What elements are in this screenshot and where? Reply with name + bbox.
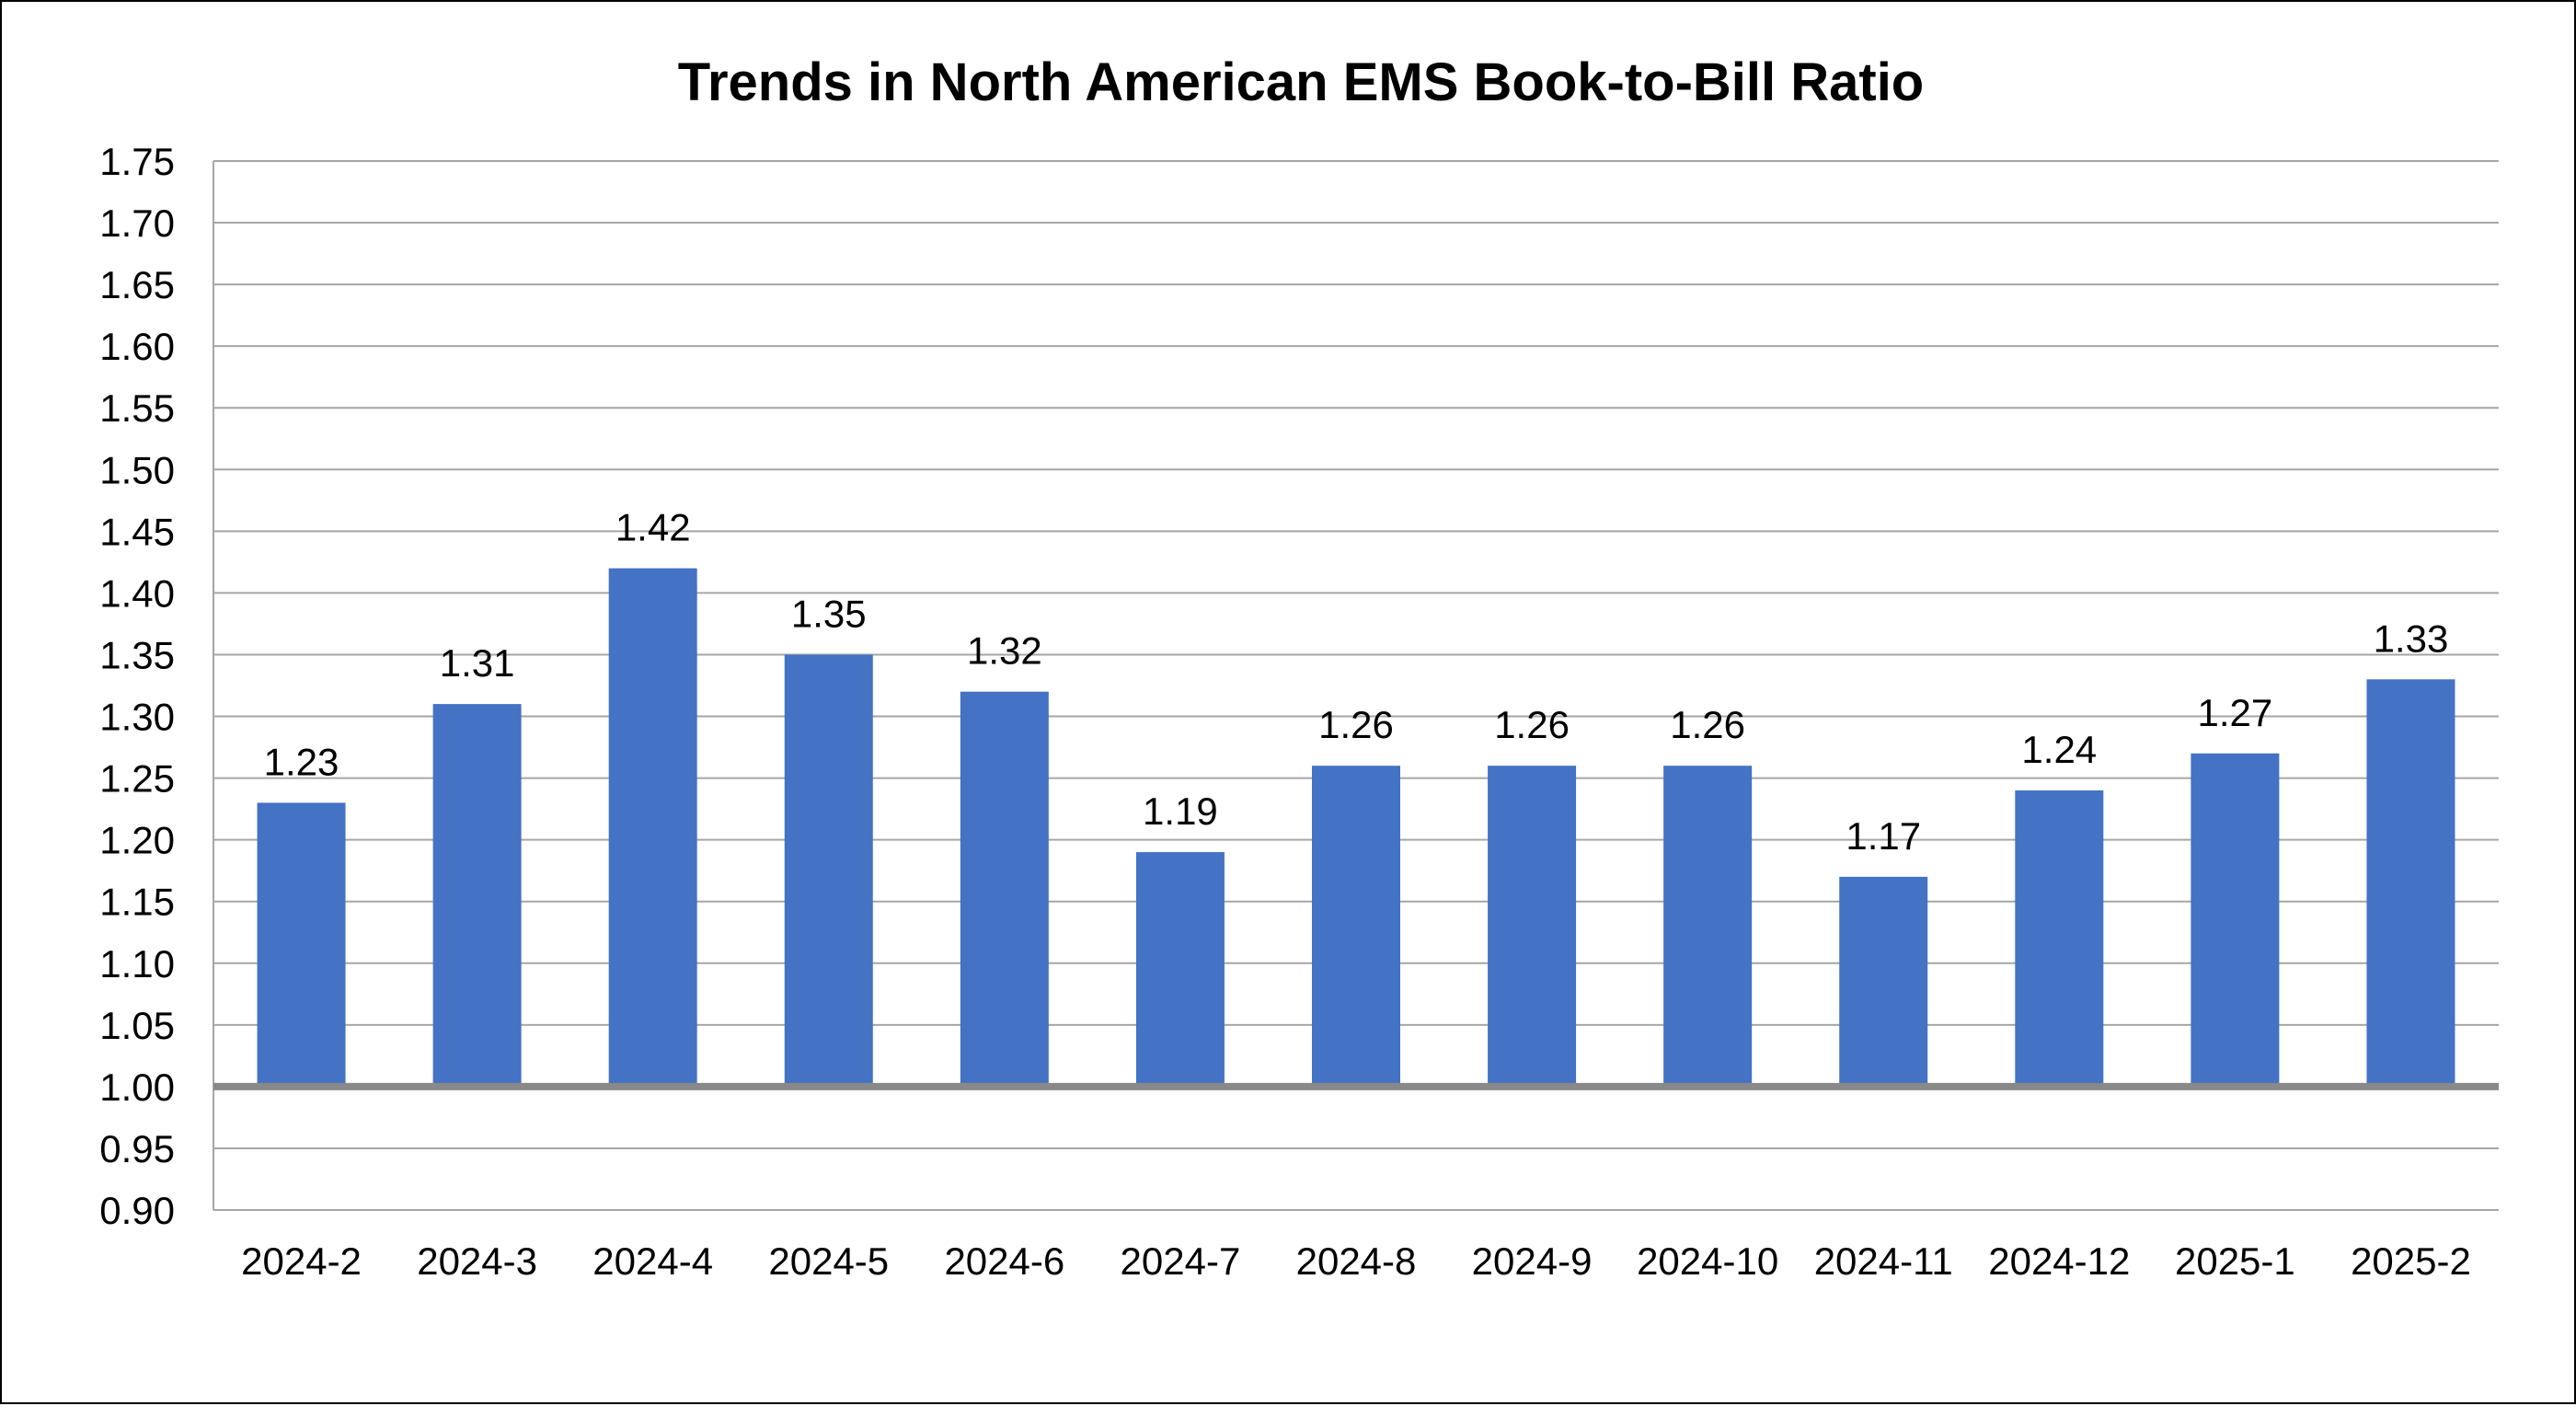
y-axis-tick-labels: 1.75 1.70 1.65 1.60 1.55 1.50 1.45 1.40 1.35 1.30… (99, 140, 175, 1232)
y-tick-label: 1.15 (99, 881, 175, 924)
x-tick-label: 2024-2 (241, 1239, 362, 1283)
y-tick-label: 1.60 (99, 325, 175, 368)
y-tick-label: 1.45 (99, 510, 175, 553)
bar-2024-12 (2015, 790, 2104, 1087)
data-label-2024-6: 1.32 (967, 629, 1042, 673)
x-tick-label: 2024-11 (1814, 1239, 1953, 1283)
x-tick-label: 2024-7 (1121, 1239, 1241, 1283)
y-tick-label: 1.30 (99, 696, 175, 739)
y-tick-label: 1.75 (99, 140, 175, 183)
bar-2024-5 (784, 654, 873, 1087)
data-label-2024-3: 1.31 (440, 641, 515, 685)
data-label-2024-11: 1.17 (1846, 814, 1921, 858)
x-tick-label: 2025-2 (2351, 1239, 2471, 1283)
x-tick-label: 2024-3 (417, 1239, 537, 1283)
data-label-2025-2: 1.33 (2374, 617, 2449, 660)
data-labels: 1.23 1.31 1.42 1.35 1.32 1.19 1.26 1.26 1.26 1.17… (264, 506, 2449, 858)
bar-2024-11 (1839, 876, 1928, 1087)
bar-2024-7 (1135, 852, 1225, 1087)
y-tick-label: 1.65 (99, 263, 175, 306)
y-tick-label: 1.55 (99, 386, 175, 430)
x-tick-label: 2024-4 (592, 1239, 713, 1283)
bar-2024-4 (608, 568, 697, 1087)
bar-2024-9 (1488, 766, 1577, 1087)
y-tick-label: 1.35 (99, 633, 175, 676)
data-label-2024-2: 1.23 (264, 740, 339, 783)
x-tick-label: 2024-9 (1472, 1239, 1593, 1283)
x-tick-label: 2024-8 (1296, 1239, 1417, 1283)
data-label-2024-7: 1.19 (1143, 789, 1218, 833)
chart-title: Trends in North American EMS Book-to-Bil… (678, 52, 1925, 112)
bar-series (257, 568, 2455, 1087)
x-tick-label: 2024-6 (944, 1239, 1064, 1283)
y-tick-label: 1.20 (99, 819, 175, 862)
x-tick-label: 2025-1 (2175, 1239, 2295, 1283)
x-axis-tick-labels: 2024-2 2024-3 2024-4 2024-5 2024-6 2024-7 2024… (241, 1239, 2471, 1283)
data-label-2024-10: 1.26 (1670, 703, 1745, 746)
x-tick-label: 2024-5 (768, 1239, 889, 1283)
y-tick-label: 1.70 (99, 202, 175, 245)
bar-2024-2 (257, 802, 346, 1087)
y-tick-label: 0.90 (99, 1189, 175, 1232)
bar-2025-2 (2366, 679, 2455, 1087)
data-label-2024-12: 1.24 (2021, 728, 2097, 771)
data-label-2024-9: 1.26 (1494, 703, 1570, 746)
y-tick-label: 1.40 (99, 571, 175, 615)
y-tick-label: 1.05 (99, 1004, 175, 1047)
data-label-2024-8: 1.26 (1318, 703, 1394, 746)
bar-2024-8 (1312, 766, 1400, 1087)
x-tick-label: 2024-12 (1988, 1239, 2130, 1283)
bar-2024-6 (960, 691, 1049, 1087)
bar-2024-3 (432, 704, 522, 1087)
y-tick-label: 1.10 (99, 942, 175, 985)
y-tick-label: 1.25 (99, 757, 175, 801)
bar-2024-10 (1663, 766, 1753, 1087)
data-label-2024-4: 1.42 (615, 506, 691, 549)
data-label-2024-5: 1.35 (791, 592, 867, 635)
y-tick-label: 1.50 (99, 448, 175, 491)
data-label-2025-1: 1.27 (2198, 691, 2273, 734)
bar-2025-1 (2191, 753, 2280, 1087)
x-tick-label: 2024-10 (1637, 1239, 1778, 1283)
y-tick-label: 0.95 (99, 1127, 175, 1170)
y-tick-label: 1.00 (99, 1066, 175, 1109)
